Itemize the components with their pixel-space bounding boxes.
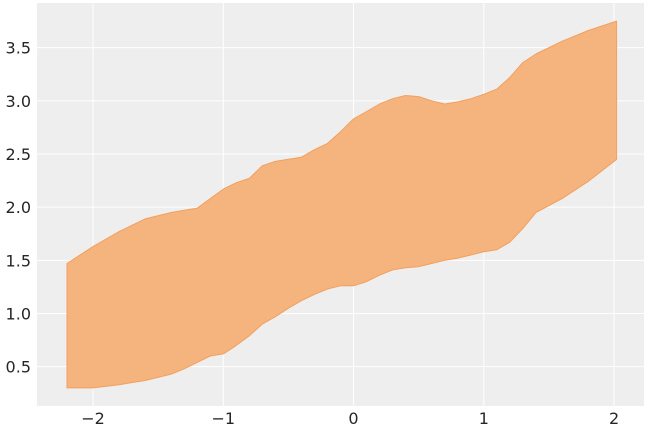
y-tick-label: 0.5 bbox=[6, 358, 31, 377]
y-tick-label: 2.5 bbox=[6, 145, 31, 164]
y-tick-label: 1.5 bbox=[6, 251, 31, 270]
x-tick-label: −2 bbox=[81, 409, 105, 428]
x-tick-label: −1 bbox=[211, 409, 235, 428]
x-tick-label: 1 bbox=[479, 409, 489, 428]
x-axis-tick-labels: −2 −1 0 1 2 bbox=[81, 409, 619, 428]
y-tick-label: 3.5 bbox=[6, 39, 31, 58]
y-tick-label: 2.0 bbox=[6, 198, 31, 217]
credible-interval-band bbox=[66, 20, 618, 389]
x-tick-label: 2 bbox=[609, 409, 619, 428]
y-tick-label: 3.0 bbox=[6, 92, 31, 111]
y-axis-tick-labels: 0.5 1.0 1.5 2.0 2.5 3.0 3.5 bbox=[6, 39, 31, 377]
y-tick-label: 1.0 bbox=[6, 304, 31, 323]
x-tick-label: 0 bbox=[348, 409, 358, 428]
